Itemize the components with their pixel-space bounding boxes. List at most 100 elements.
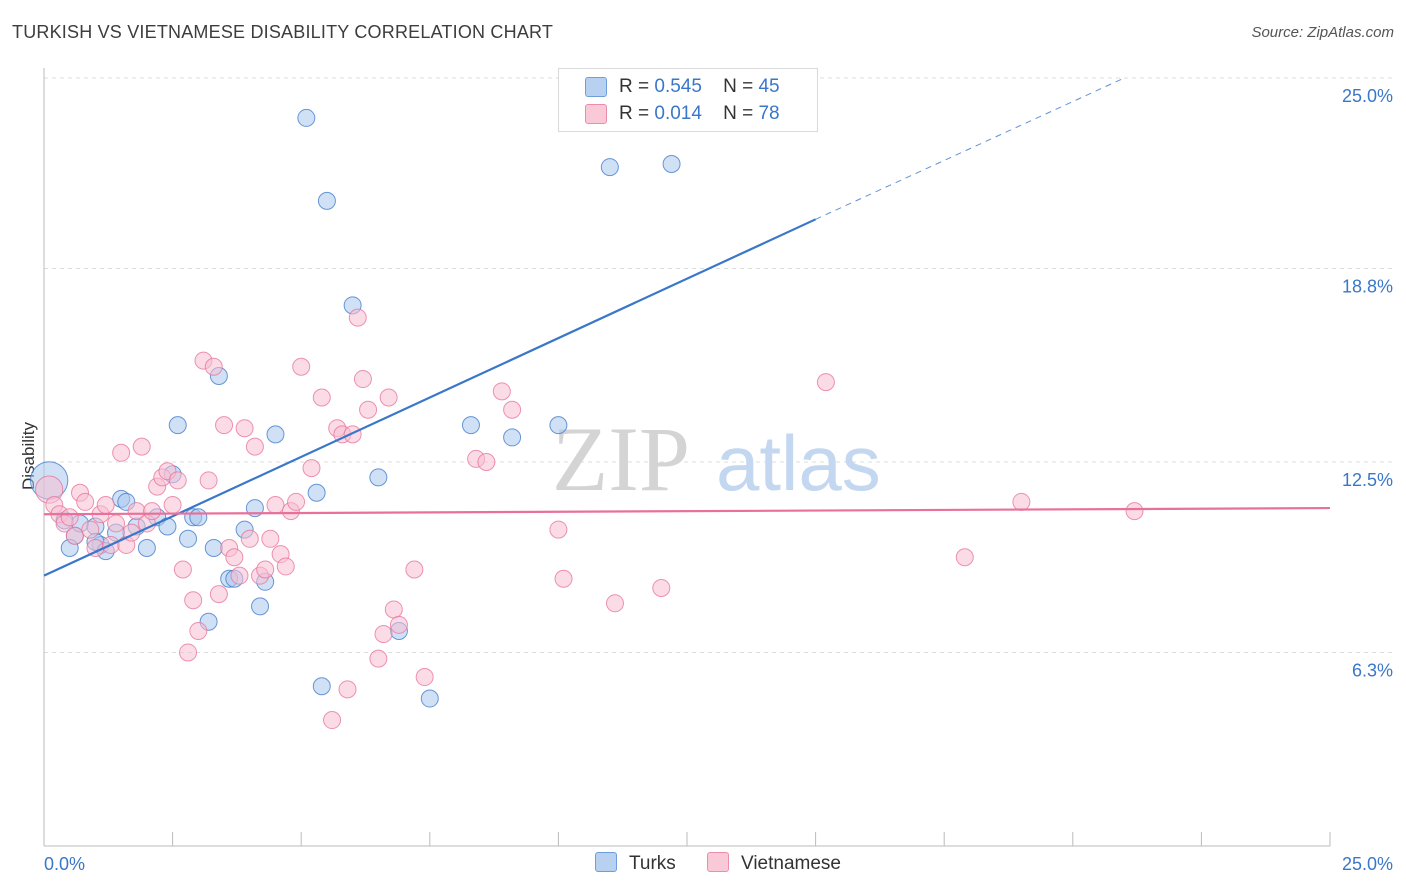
data-point xyxy=(60,508,79,527)
data-point xyxy=(605,594,624,613)
data-point xyxy=(389,615,408,634)
chart-title: TURKISH VS VIETNAMESE DISABILITY CORRELA… xyxy=(12,22,554,42)
data-point xyxy=(554,569,573,588)
data-point xyxy=(81,520,100,539)
data-point xyxy=(503,400,522,419)
data-point xyxy=(276,557,295,576)
data-point xyxy=(251,597,270,616)
tick-labels: 6.3% 12.5% 18.8% 25.0% 0.0% 25.0% xyxy=(44,86,1393,874)
data-point xyxy=(353,370,372,389)
data-point xyxy=(215,416,234,435)
data-point xyxy=(405,560,424,579)
legend-n-label: N = xyxy=(723,76,754,97)
y-tick-label: 18.8% xyxy=(1342,276,1393,296)
grid-lines xyxy=(44,77,1392,653)
data-point xyxy=(348,308,367,327)
data-point xyxy=(261,529,280,548)
data-point xyxy=(312,388,331,407)
data-point xyxy=(338,680,357,699)
data-point xyxy=(292,357,311,376)
correlation-legend: R = 0.545 N = 45 R = 0.014 N = 78 xyxy=(558,68,818,132)
watermark-atlas: atlas xyxy=(716,419,881,507)
series-legend-turks: Turks xyxy=(595,852,676,875)
data-point xyxy=(163,496,182,515)
legend-n-value-turks: 45 xyxy=(758,76,780,97)
data-point xyxy=(343,425,362,444)
trend-line-turks xyxy=(43,218,817,577)
x-tick-label: 0.0% xyxy=(44,854,85,874)
data-point xyxy=(235,419,254,438)
data-point xyxy=(955,548,974,567)
legend-r-value-vietnamese: 0.014 xyxy=(654,103,702,124)
legend-swatch-vietnamese xyxy=(585,104,607,124)
data-point xyxy=(245,437,264,456)
trend-lines xyxy=(43,77,1331,577)
data-point xyxy=(287,492,306,511)
data-point xyxy=(143,502,162,521)
source-credit: Source: ZipAtlas.com xyxy=(1251,24,1394,41)
data-point xyxy=(189,508,208,527)
data-point xyxy=(65,526,84,545)
data-point xyxy=(168,416,187,435)
data-point xyxy=(549,416,568,435)
watermark-zip: ZIP xyxy=(552,408,690,510)
data-point xyxy=(307,483,326,502)
legend-n-label: N = xyxy=(723,103,754,124)
data-point xyxy=(477,453,496,471)
data-point xyxy=(107,514,126,533)
data-point xyxy=(600,158,619,177)
data-point xyxy=(204,539,223,558)
data-point xyxy=(384,600,403,619)
data-point xyxy=(230,566,249,585)
series-turks xyxy=(29,93,681,708)
data-point xyxy=(189,621,208,640)
data-point xyxy=(662,155,681,174)
data-point xyxy=(266,425,285,444)
legend-n-value-vietnamese: 78 xyxy=(758,103,780,124)
legend-r-label: R = xyxy=(619,76,650,97)
data-point xyxy=(492,382,511,401)
data-point xyxy=(225,548,244,567)
legend-swatch-turks xyxy=(585,77,607,97)
series-label-turks: Turks xyxy=(629,853,676,874)
data-point xyxy=(240,529,259,548)
data-point xyxy=(549,520,568,539)
data-point xyxy=(184,591,203,610)
data-point xyxy=(96,496,115,515)
data-point xyxy=(1012,492,1031,511)
axes xyxy=(43,68,1331,847)
legend-r-value-turks: 0.545 xyxy=(654,76,702,97)
trend-line-vietnamese xyxy=(43,506,1331,516)
series-legend-vietnamese: Vietnamese xyxy=(707,852,841,875)
data-point xyxy=(415,668,434,687)
data-point xyxy=(369,649,388,668)
data-point xyxy=(209,585,228,604)
series-label-vietnamese: Vietnamese xyxy=(741,853,841,874)
data-point xyxy=(461,416,480,435)
data-point xyxy=(359,400,378,419)
data-point xyxy=(317,191,336,210)
data-point xyxy=(302,459,321,478)
data-point xyxy=(816,373,835,392)
data-point xyxy=(266,496,285,515)
data-points xyxy=(29,93,1144,730)
data-point xyxy=(312,677,331,696)
data-point xyxy=(323,711,342,730)
y-tick-label: 12.5% xyxy=(1342,470,1393,490)
data-point xyxy=(179,529,198,548)
legend-r-label: R = xyxy=(619,103,650,124)
data-point xyxy=(173,560,192,579)
data-point xyxy=(374,625,393,644)
data-point xyxy=(297,108,316,127)
series-swatch-vietnamese xyxy=(707,852,729,872)
series-vietnamese xyxy=(35,308,1144,730)
data-point xyxy=(132,437,151,456)
data-point xyxy=(256,560,275,579)
series-swatch-turks xyxy=(595,852,617,872)
data-point xyxy=(652,578,671,597)
data-point xyxy=(369,468,388,487)
data-point xyxy=(1125,502,1144,521)
trend-extension-turks xyxy=(815,77,1125,220)
data-point xyxy=(76,492,95,511)
